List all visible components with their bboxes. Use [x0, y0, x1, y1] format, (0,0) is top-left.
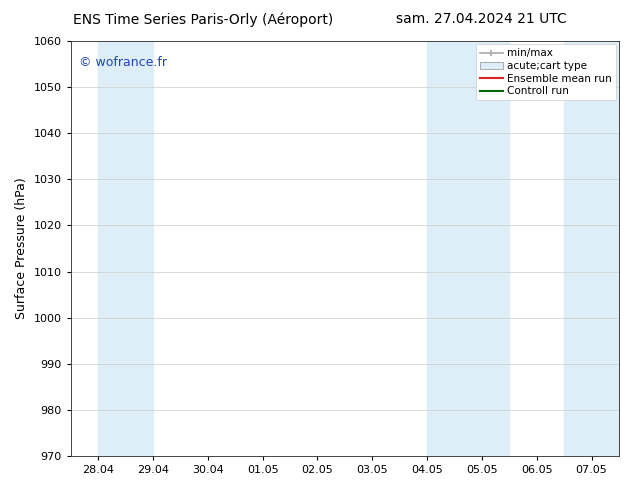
Bar	[98, 41, 153, 456]
Text: sam. 27.04.2024 21 UTC: sam. 27.04.2024 21 UTC	[396, 12, 567, 26]
Bar	[427, 41, 509, 456]
Bar	[564, 41, 619, 456]
Text: © wofrance.fr: © wofrance.fr	[79, 55, 167, 69]
Legend: min/max, acute;cart type, Ensemble mean run, Controll run: min/max, acute;cart type, Ensemble mean …	[476, 44, 616, 100]
Y-axis label: Surface Pressure (hPa): Surface Pressure (hPa)	[15, 178, 28, 319]
Text: ENS Time Series Paris-Orly (Aéroport): ENS Time Series Paris-Orly (Aéroport)	[73, 12, 333, 27]
